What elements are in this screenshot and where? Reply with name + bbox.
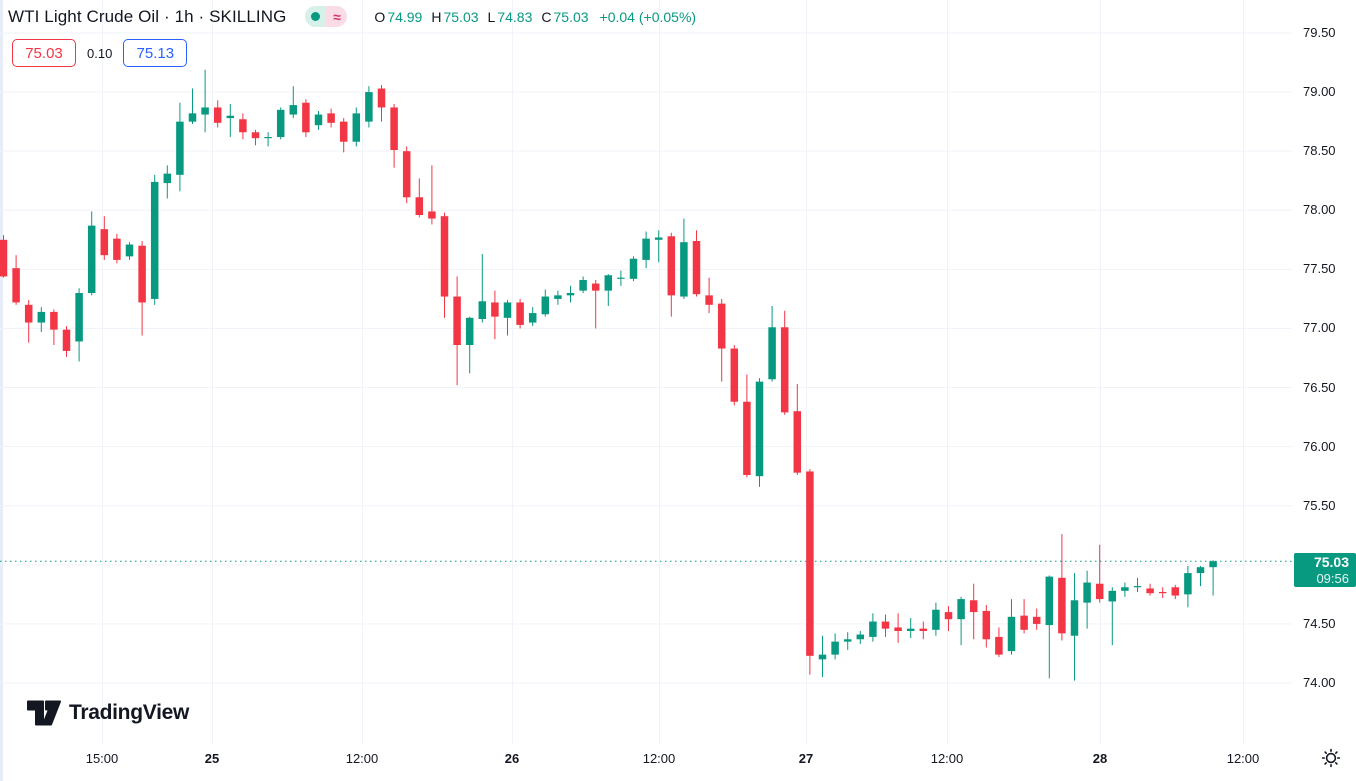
price-axis[interactable]: 79.50 79.00 78.50 78.00 77.50 77.00 76.50 76.00… xyxy=(1292,0,1356,745)
price-axis-label: 77.50 xyxy=(1303,261,1336,277)
delayed-data-icon: ≈ xyxy=(326,6,348,27)
tradingview-logo-text: TradingView xyxy=(69,701,190,724)
ohlc-readout: O 74.99 H 75.03 L 74.83 C 75.03 +0.04 (+0.05… xyxy=(374,9,696,25)
last-price-badge: 75.03 09:56 xyxy=(1294,553,1356,588)
market-status-pill[interactable]: ≈ xyxy=(305,6,348,27)
close-label: C xyxy=(541,8,552,25)
time-axis-day-label: 28 xyxy=(1092,751,1108,766)
high-label: H xyxy=(431,8,442,25)
low-label: L xyxy=(487,8,496,25)
candlestick-chart[interactable] xyxy=(0,0,1292,745)
change-value: +0.04 (+0.05%) xyxy=(599,8,697,25)
time-axis-label: 15:00 xyxy=(85,751,119,766)
open-label: O xyxy=(374,8,386,25)
time-axis-label: 12:00 xyxy=(345,751,379,766)
last-price-value: 75.03 xyxy=(1313,553,1349,570)
symbol-title[interactable]: WTI Light Crude Oil · 1h · SKILLING xyxy=(8,6,287,26)
price-axis-label: 74.50 xyxy=(1303,615,1336,631)
trade-panel: 75.03 0.10 75.13 xyxy=(12,39,188,67)
market-open-dot-icon xyxy=(305,6,327,27)
high-value: 75.03 xyxy=(443,8,479,25)
price-axis-label: 76.50 xyxy=(1303,379,1336,395)
price-axis-label: 78.50 xyxy=(1303,143,1336,159)
price-axis-label: 79.00 xyxy=(1303,84,1336,100)
left-edge-strip xyxy=(0,0,3,781)
sell-button[interactable]: 75.03 xyxy=(12,39,76,67)
time-axis-day-label: 25 xyxy=(204,751,220,766)
time-axis-label: 12:00 xyxy=(930,751,964,766)
tradingview-logo-mark xyxy=(27,700,61,726)
open-value: 74.99 xyxy=(387,8,423,25)
time-axis-label: 12:00 xyxy=(642,751,676,766)
time-axis-day-label: 27 xyxy=(798,751,814,766)
buy-button[interactable]: 75.13 xyxy=(123,39,188,67)
grid-lines xyxy=(0,0,1292,745)
price-axis-label: 76.00 xyxy=(1303,438,1336,454)
low-value: 74.83 xyxy=(497,8,533,25)
tradingview-logo[interactable]: TradingView xyxy=(27,700,189,726)
last-price-time: 09:56 xyxy=(1316,570,1349,586)
close-value: 75.03 xyxy=(553,8,589,25)
price-axis-label: 77.00 xyxy=(1303,320,1336,336)
price-axis-label: 79.50 xyxy=(1303,25,1336,40)
brightness-icon[interactable] xyxy=(1321,748,1341,768)
spread-value: 0.10 xyxy=(87,45,113,61)
price-axis-label: 74.00 xyxy=(1303,675,1336,690)
price-axis-label: 78.00 xyxy=(1303,202,1336,218)
price-axis-label: 75.50 xyxy=(1303,497,1336,513)
time-axis-label: 12:00 xyxy=(1226,751,1260,766)
candles-series xyxy=(0,69,1217,681)
time-axis[interactable]: 15:00 25 12:00 26 12:00 27 12:00 28 12:00 xyxy=(0,745,1300,781)
time-axis-day-label: 26 xyxy=(504,751,520,766)
